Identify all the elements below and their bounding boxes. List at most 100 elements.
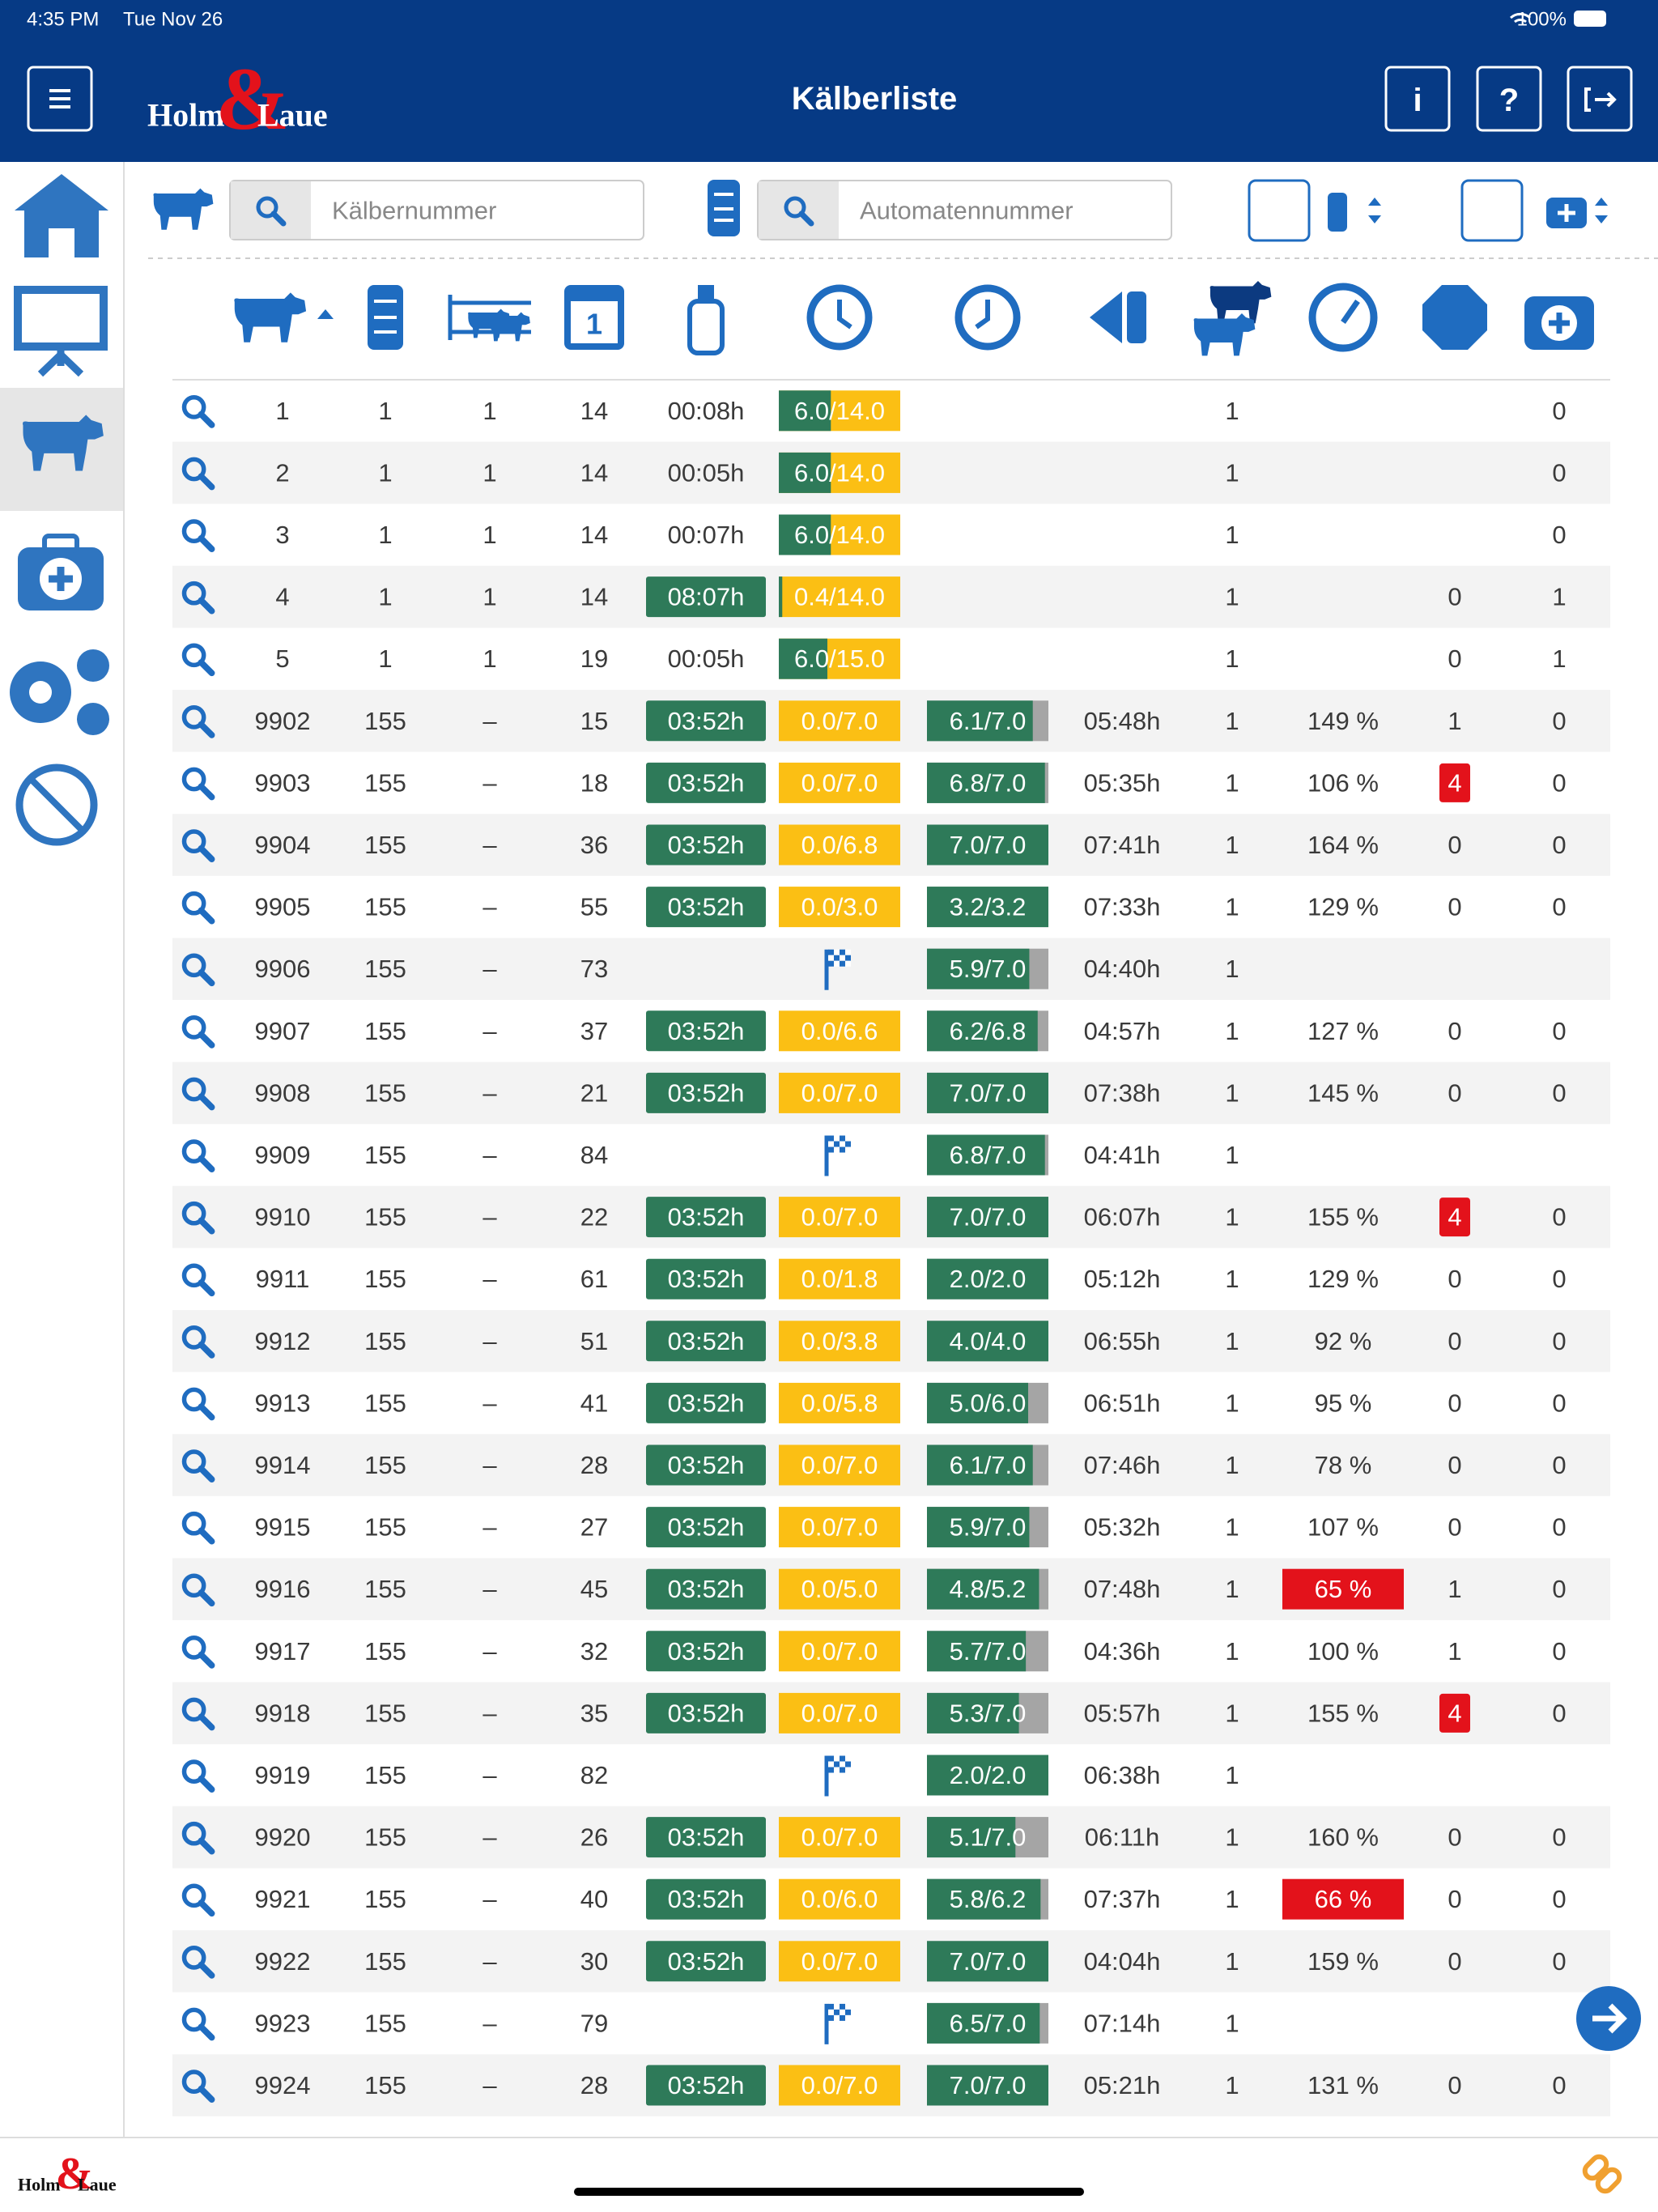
alarm-column[interactable]: [1422, 285, 1487, 350]
bottle-column[interactable]: [687, 285, 725, 355]
help-button[interactable]: [1476, 66, 1542, 132]
cell-count: 1: [1225, 831, 1239, 859]
cell-med: 0: [1552, 521, 1566, 549]
wifi-icon: [1510, 12, 1531, 23]
pen-column[interactable]: [448, 295, 531, 342]
cell-time: 03:52h: [668, 1327, 745, 1355]
table-body: 1 1 1 14 1 000:08h 6.0/14.02 1 1 14 1 000:05h 6.0/14…: [172, 390, 1610, 2116]
bottle-checkbox[interactable]: [1248, 179, 1311, 242]
cell-pen: –: [483, 1761, 497, 1789]
cell-age: 40: [580, 1885, 608, 1913]
automat-search-box[interactable]: [757, 180, 1172, 240]
flag-cell: [845, 955, 851, 961]
feed-bar-label: 0.0/5.8: [801, 1389, 878, 1417]
time-badge: [646, 2065, 766, 2106]
last-visit-column[interactable]: [1090, 291, 1146, 343]
cell-last: 05:21h: [1084, 2071, 1161, 2099]
row-detail-button[interactable]: [185, 2010, 212, 2037]
cell-n: 9911: [256, 1265, 310, 1293]
feed-bar-label: 0.0/7.0: [801, 1203, 878, 1231]
drunk-bar-label: 7.0/7.0: [950, 1078, 1027, 1107]
cell-pen: –: [483, 1327, 497, 1355]
time-badge: [646, 887, 766, 928]
cell-count: 1: [1225, 1699, 1239, 1727]
row-detail-button[interactable]: [185, 1018, 212, 1045]
cell-count: 1: [1225, 644, 1239, 673]
home-icon[interactable]: [15, 174, 108, 257]
row-detail-button[interactable]: [185, 1142, 212, 1169]
drunk-column[interactable]: [954, 284, 1021, 351]
feed-bar-label: 0.0/6.8: [801, 831, 878, 859]
flag-cell: [845, 1141, 851, 1147]
feed-bar-track: [779, 700, 900, 742]
cell-alarm: 4: [1448, 1699, 1461, 1727]
row-detail-button[interactable]: [185, 769, 212, 797]
calf-search-box[interactable]: [229, 180, 644, 240]
cell-last: 05:48h: [1084, 707, 1161, 735]
row-detail-button[interactable]: [185, 398, 212, 425]
cell-alarm: 0: [1448, 644, 1461, 673]
drunk-bar-fill: [927, 1258, 1048, 1300]
logo-left: Holm: [147, 97, 225, 134]
bottle-sort[interactable]: [1328, 193, 1381, 232]
info-button[interactable]: [1384, 66, 1451, 132]
row-detail-button[interactable]: [185, 1762, 212, 1789]
cell-group: 155: [364, 1637, 406, 1665]
link-icon[interactable]: [1582, 2154, 1622, 2194]
cell-last: 05:35h: [1084, 768, 1161, 797]
settings-icon[interactable]: [10, 649, 109, 735]
feed-bar-label: 0.0/1.8: [801, 1265, 878, 1293]
feed-time-column[interactable]: [806, 284, 873, 351]
row-detail-button[interactable]: [185, 1389, 212, 1417]
alarm-alert: [1439, 1693, 1470, 1733]
footer-logo-left: Holm: [18, 2175, 61, 2195]
feed-bar-label: 0.0/7.0: [801, 1513, 878, 1542]
cell-pen: 1: [483, 521, 496, 549]
flag-cell: [834, 1146, 840, 1153]
row-detail-button[interactable]: [185, 1514, 212, 1542]
row-detail-button[interactable]: [185, 1886, 212, 1913]
row-detail-button[interactable]: [185, 1638, 212, 1665]
time-badge: [646, 1010, 766, 1052]
cell-alarm: 1: [1448, 1575, 1461, 1603]
feed-bar-label: 0.0/7.0: [801, 707, 878, 735]
row-detail-button[interactable]: [185, 1266, 212, 1293]
visits-column[interactable]: [1193, 280, 1272, 356]
automat-column[interactable]: [368, 285, 403, 350]
row-detail-button[interactable]: [185, 645, 212, 673]
row-detail-button[interactable]: [185, 521, 212, 549]
flag-cell: [840, 2009, 845, 2015]
medkit-icon[interactable]: [18, 534, 104, 610]
presentation-icon[interactable]: [14, 286, 108, 377]
cell-pen: –: [483, 1575, 497, 1603]
cell-group: 155: [364, 1203, 406, 1231]
disabled-icon[interactable]: [15, 764, 98, 846]
flag-cell: [828, 1755, 834, 1762]
cell-alarm: 4: [1448, 1203, 1461, 1231]
cell-med: 0: [1552, 1203, 1566, 1231]
automat-search-button[interactable]: [759, 181, 839, 239]
cell-age: 27: [580, 1513, 608, 1542]
flag-cell: [840, 1141, 845, 1147]
flag-cell: [834, 1755, 840, 1762]
feed-bar-track: [779, 1631, 900, 1672]
time-badge: [646, 1878, 766, 1920]
medkit-sort[interactable]: [1546, 198, 1608, 228]
medication-column[interactable]: [1524, 296, 1594, 350]
cell-group: 155: [364, 1451, 406, 1479]
logout-button[interactable]: [1567, 66, 1633, 132]
drunk-bar-label: 5.1/7.0: [950, 1823, 1027, 1852]
row-detail-button[interactable]: [185, 894, 212, 921]
logout-icon: [1584, 87, 1617, 112]
calf-column[interactable]: [234, 292, 307, 342]
cell-n: 9908: [255, 1078, 311, 1107]
cell-pen: –: [483, 1451, 497, 1479]
medkit-checkbox[interactable]: [1460, 179, 1524, 242]
rate-column[interactable]: [1308, 283, 1378, 352]
sort-indicator: [317, 309, 334, 319]
cell-age: 14: [580, 458, 608, 487]
menu-button[interactable]: [27, 66, 93, 132]
age-column[interactable]: 1: [564, 285, 624, 350]
calf-search-button[interactable]: [231, 181, 311, 239]
